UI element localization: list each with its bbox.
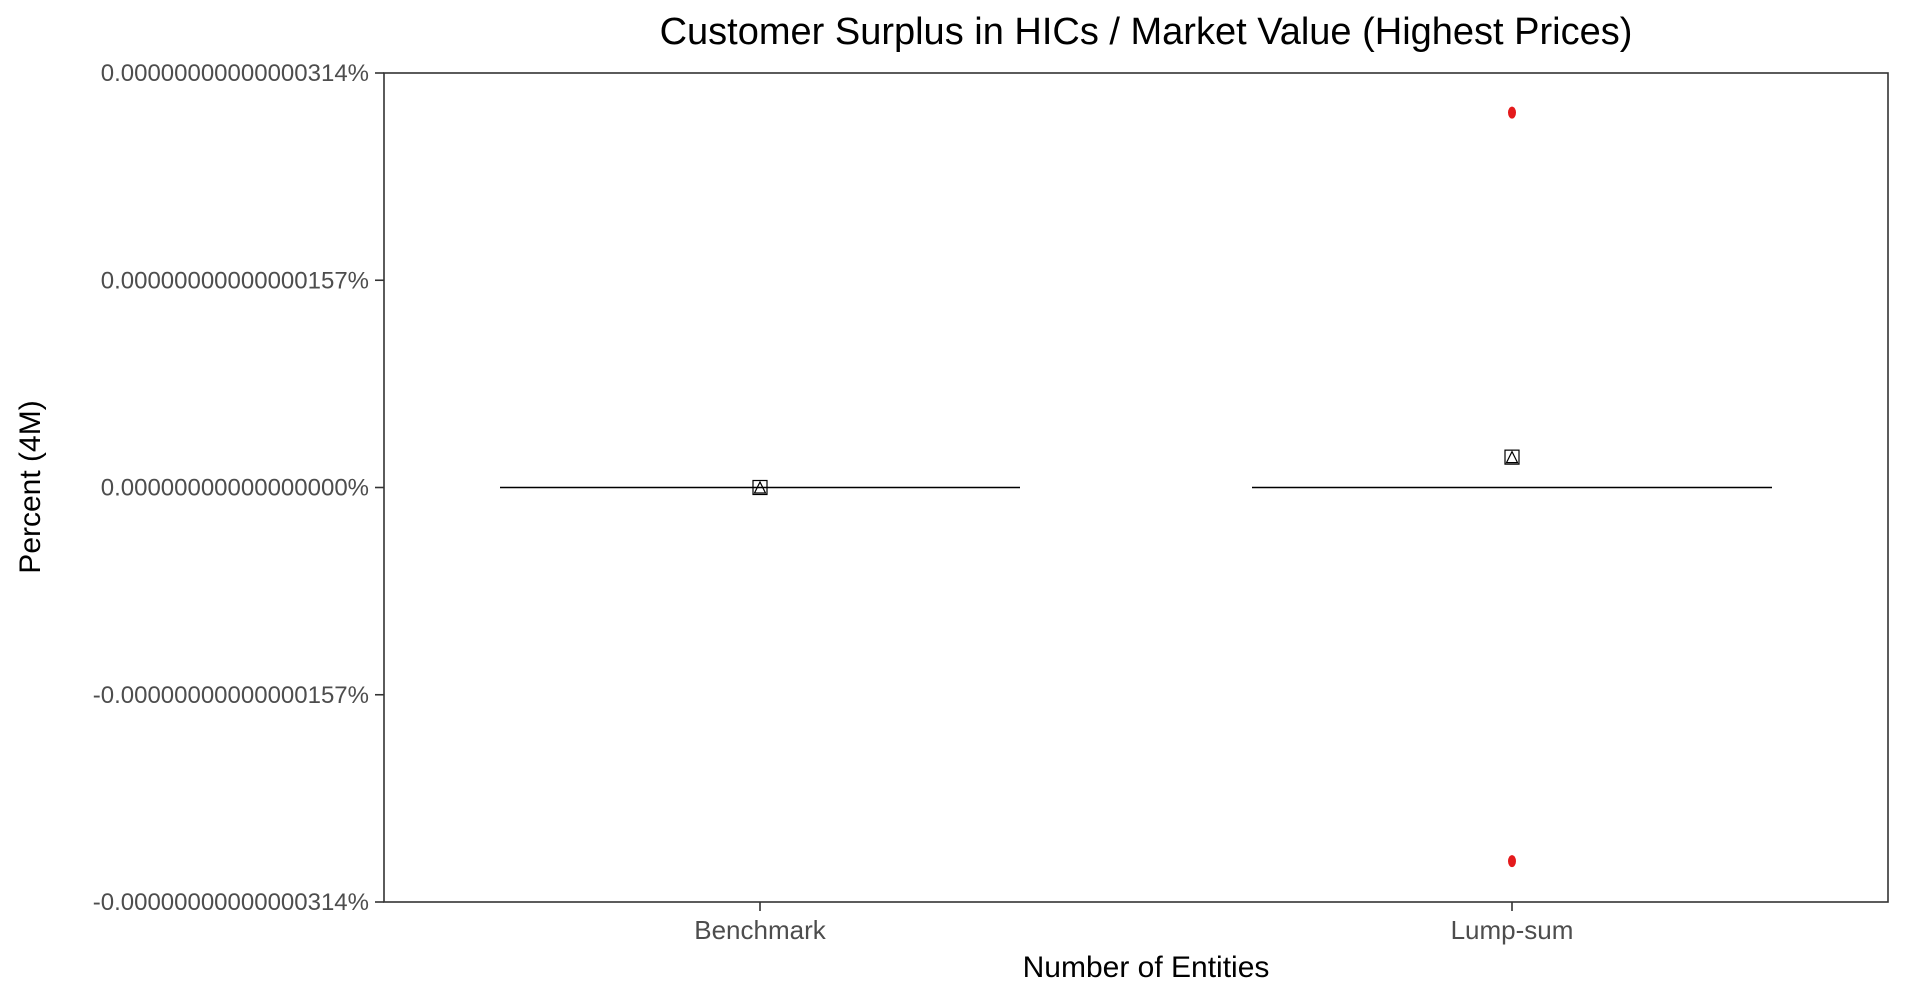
outlier-point bbox=[1508, 855, 1516, 868]
mean-marker-square bbox=[1504, 449, 1520, 465]
mean-marker-triangle bbox=[1505, 450, 1519, 464]
x-tick-label: Lump-sum bbox=[1451, 915, 1574, 945]
x-tick-label: Benchmark bbox=[694, 915, 826, 945]
y-tick-label: -0.00000000000000157% bbox=[93, 682, 369, 709]
y-tick-label: -0.00000000000000314% bbox=[93, 889, 369, 916]
outlier-point bbox=[1508, 106, 1516, 119]
chart-title: Customer Surplus in HICs / Market Value … bbox=[660, 11, 1633, 53]
y-axis: 0.00000000000000314% 0.00000000000000157%… bbox=[93, 60, 384, 916]
x-axis: Benchmark Lump-sum bbox=[694, 902, 1573, 945]
mean-marker-triangle bbox=[753, 480, 767, 494]
y-tick-label: 0.00000000000000000% bbox=[101, 475, 369, 502]
x-axis-title: Number of Entities bbox=[1023, 951, 1270, 984]
mean-marker-square bbox=[752, 479, 768, 496]
chart-marks bbox=[500, 106, 1772, 868]
y-tick-label: 0.00000000000000157% bbox=[101, 267, 369, 294]
y-tick-label: 0.00000000000000314% bbox=[101, 60, 369, 87]
y-axis-title: Percent (4M) bbox=[14, 400, 47, 573]
